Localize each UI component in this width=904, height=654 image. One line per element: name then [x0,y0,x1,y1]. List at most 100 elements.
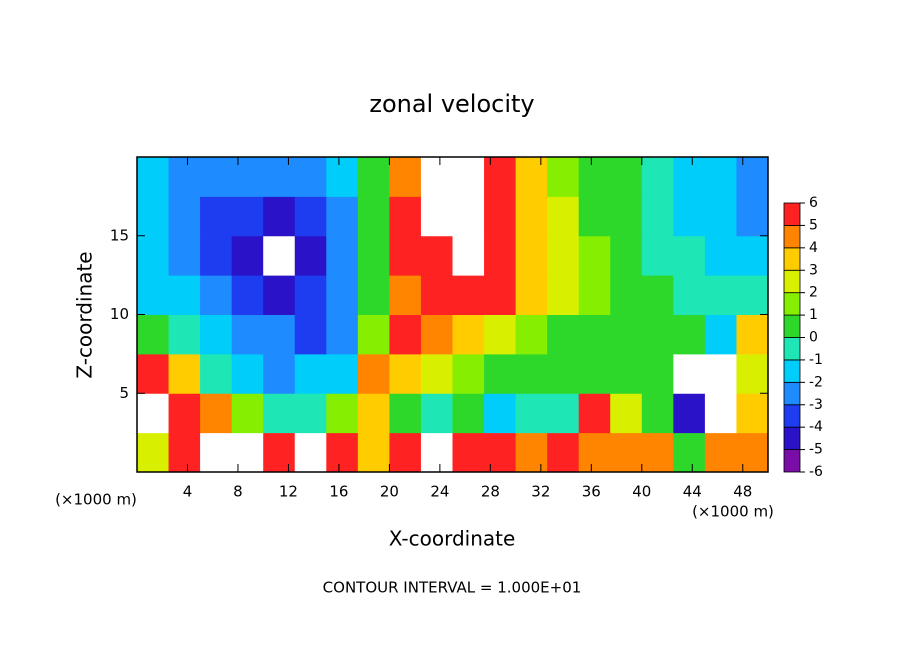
field-cell [673,393,706,434]
field-cell [641,353,674,394]
field-cell [357,393,390,434]
colorbar-box [783,225,801,249]
field-cell [515,235,548,276]
field-cell [420,196,453,237]
field-cell [704,196,737,237]
field-cell [515,157,548,197]
field-cell [137,314,170,355]
field-cell [641,393,674,434]
field-cell [231,235,264,276]
field-cell [326,196,359,237]
x-tick-label: 4 [183,483,193,501]
field-cell [357,235,390,276]
field-cell [357,196,390,237]
field-cell [736,432,769,473]
field-cell [231,393,264,434]
field-cell [515,393,548,434]
field-cell [389,235,422,276]
field-cell [168,275,201,315]
field-cell [294,353,327,394]
field-cell [452,314,485,355]
field-cell [610,196,643,237]
colorbar-label: -1 [809,352,823,368]
field-cell [673,432,706,473]
field-cell [452,196,485,237]
field-cell [200,393,233,434]
field-cell [610,432,643,473]
x-tick-label: 8 [233,483,243,501]
y-tick-label: 5 [119,384,129,402]
colorbar-label: -6 [809,464,823,480]
field-cell [641,157,674,197]
field-cell [137,157,170,197]
field-cell [736,157,769,197]
colorbar-label: -2 [809,374,823,390]
field-cell [137,432,170,473]
colorbar-box [783,247,801,271]
field-cell [610,314,643,355]
field-cell [484,157,517,197]
colorbar-box [783,381,801,406]
field-cell [452,432,485,473]
field-cell [420,157,453,197]
field-cell [200,157,233,197]
footnote: CONTOUR INTERVAL = 1.000E+01 [323,579,582,597]
field-cell [168,432,201,473]
field-cell [704,235,737,276]
field-cell [294,235,327,276]
field-cell [263,235,296,276]
colorbar-box [783,449,801,473]
field-cell [452,275,485,315]
field-cell [515,314,548,355]
field-cell [704,432,737,473]
x-axis-label: X-coordinate [389,527,516,551]
field-cell [420,314,453,355]
field-cell [168,314,201,355]
field-cell [736,275,769,315]
field-cell [547,157,580,197]
field-cell [389,432,422,473]
colorbar-box [783,314,801,338]
colorbar-label: -5 [809,442,823,458]
field-cell [420,235,453,276]
field-cell [294,314,327,355]
field-cell [641,432,674,473]
colorbar-box [783,426,801,450]
field-cell [673,157,706,197]
field-cell [389,393,422,434]
field-cell [231,196,264,237]
field-cell [357,314,390,355]
field-cell [547,353,580,394]
field-cell [168,353,201,394]
field-cell [484,196,517,237]
field-cell [420,353,453,394]
field-cell [200,275,233,315]
field-cell [326,157,359,197]
colorbar-box [783,202,801,226]
field-cell [168,235,201,276]
field-cell [736,196,769,237]
field-cell [326,314,359,355]
field-cell [610,235,643,276]
field-cell [294,393,327,434]
field-cell [200,353,233,394]
field-cell [736,393,769,434]
colorbar-label: 6 [809,195,818,211]
field-cell [137,275,170,315]
field-cell [389,314,422,355]
field-cell [168,196,201,237]
field-cell [357,275,390,315]
field-cell [452,157,485,197]
field-cell [263,275,296,315]
field-cell [389,196,422,237]
field-cell [420,393,453,434]
field-cell [704,314,737,355]
x-tick-label: 40 [632,483,651,501]
field-cell [263,393,296,434]
field-cell [704,157,737,197]
field-cell [137,393,170,434]
field-cell [137,353,170,394]
field-cell [578,235,611,276]
field-cell [641,314,674,355]
field-cell [231,275,264,315]
